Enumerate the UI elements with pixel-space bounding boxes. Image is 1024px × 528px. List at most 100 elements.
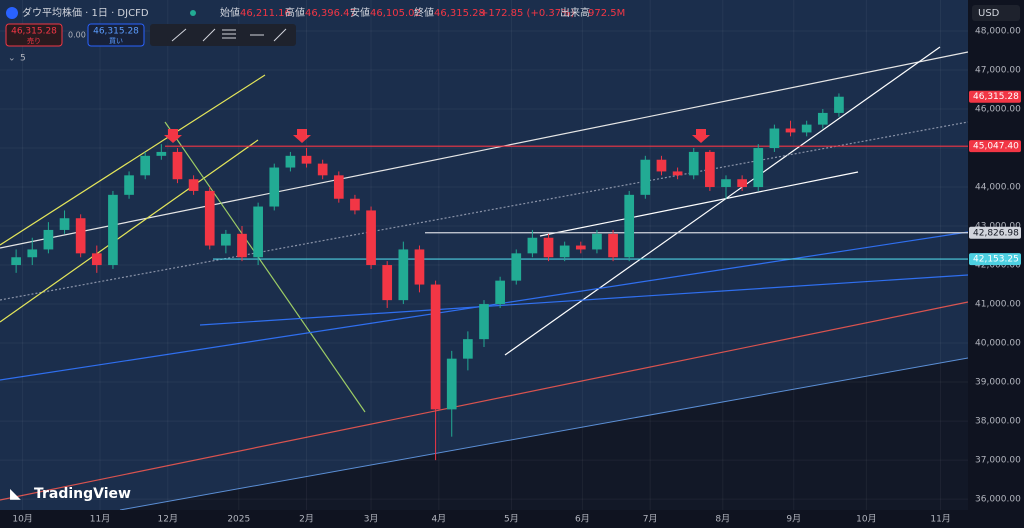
change: +172.85 (+0.37%)	[480, 8, 575, 19]
x-tick-label: 12月	[158, 514, 178, 525]
buy-price[interactable]: 46,315.28	[93, 27, 139, 37]
sell-label[interactable]: 売り	[27, 36, 41, 45]
channel-area	[0, 0, 968, 510]
candle-body	[688, 151, 699, 176]
trend-line	[504, 46, 941, 356]
trend-line	[0, 121, 969, 301]
time-axis-bg	[0, 510, 968, 528]
candle-body	[75, 218, 86, 254]
y-tick-label: 42,000.00	[975, 261, 1021, 271]
candle-body	[317, 163, 328, 176]
candle-body	[575, 245, 586, 250]
candle-body	[479, 304, 489, 340]
candle-body	[527, 237, 538, 254]
candle-body	[172, 151, 183, 180]
status-dot	[190, 10, 196, 16]
indicator-toggle[interactable]: ⌄	[8, 54, 16, 64]
y-tick-label: 38,000.00	[975, 417, 1021, 427]
candle-body	[559, 245, 570, 258]
ohlc-label: 始値	[220, 6, 240, 19]
sell-price[interactable]: 46,315.28	[11, 27, 57, 37]
y-tick-label: 44,000.00	[975, 183, 1021, 193]
candle-body	[640, 159, 651, 195]
x-tick-label: 10月	[12, 514, 32, 525]
x-tick-label: 11月	[930, 514, 950, 525]
y-tick-label: 36,000.00	[975, 495, 1021, 505]
candle-body	[430, 284, 441, 410]
trend-line	[0, 74, 266, 246]
x-tick-label: 8月	[715, 514, 730, 525]
marker-arrow	[164, 129, 182, 143]
price-label: 42,153.25	[973, 255, 1019, 265]
ohlc-value: 46,315.28	[434, 8, 485, 19]
candle-body	[446, 358, 457, 410]
candle-body	[753, 148, 764, 188]
x-tick-label: 7月	[643, 514, 658, 525]
indicator-count[interactable]: 5	[20, 54, 26, 64]
candle-body	[350, 198, 360, 211]
candle-body	[91, 253, 102, 266]
y-tick-label: 41,000.00	[975, 300, 1021, 310]
candle-body	[495, 280, 505, 305]
tool-icons	[171, 28, 287, 42]
candle-body	[769, 128, 780, 149]
trend-line	[0, 51, 969, 249]
candle-body	[333, 175, 344, 199]
price-label-bg	[969, 253, 1021, 266]
trend-line	[164, 121, 366, 413]
candle-body	[43, 229, 54, 250]
y-tick-label: 47,000.00	[975, 66, 1021, 76]
marker-arrow	[293, 129, 311, 143]
spread: 0.00	[68, 31, 86, 40]
candle-body	[656, 159, 667, 172]
candle-body	[269, 167, 280, 207]
ohlc-label: 高値	[285, 6, 305, 19]
candle-body	[204, 190, 215, 246]
trend-line	[539, 171, 859, 237]
candle-body	[705, 151, 715, 188]
currency-box	[972, 5, 1020, 21]
candle-body	[59, 218, 70, 230]
ohlc-value: 46,211.16	[240, 8, 291, 19]
volume: 972.5M	[588, 8, 625, 19]
x-tick-label: 10月	[856, 514, 876, 525]
candle-body	[721, 179, 731, 188]
y-tick-label: 37,000.00	[975, 456, 1021, 466]
buy-button[interactable]	[87, 23, 145, 47]
candle-body	[414, 249, 425, 285]
trend-line	[0, 301, 969, 501]
symbol: ダウ平均株価 · 1日 · DJCFD	[22, 6, 149, 19]
candle-body	[11, 257, 21, 266]
logo: TradingView	[34, 486, 131, 502]
candle-body	[27, 249, 38, 258]
channel-line	[119, 357, 969, 511]
price-label-bg	[969, 226, 1021, 239]
candle-body	[511, 253, 522, 281]
buy-label[interactable]: 買い	[109, 37, 123, 45]
ohlc-value: 46,396.47	[305, 8, 356, 19]
logo-mark: ◣	[10, 486, 21, 502]
x-tick-label: 3月	[364, 514, 379, 525]
drawing-toolbar[interactable]	[150, 24, 296, 46]
y-tick-label: 43,000.00	[975, 222, 1021, 232]
price-label-bg	[969, 90, 1021, 103]
y-tick-label: 40,000.00	[975, 339, 1021, 349]
ohlc-value: 46,105.02	[370, 8, 421, 19]
symbol-icon	[6, 7, 18, 19]
x-tick-label: 6月	[575, 514, 590, 525]
volume-label: 出来高	[560, 6, 590, 19]
candle-body	[285, 155, 296, 168]
sell-button[interactable]	[5, 23, 63, 47]
price-label: 45,047.40	[973, 142, 1019, 152]
candle-body	[221, 233, 231, 246]
ohlc-label: 終値	[414, 6, 434, 19]
price-label: 42,826.98	[973, 228, 1019, 238]
candle-body	[608, 233, 618, 258]
candle-body	[253, 206, 263, 258]
candle-body	[801, 124, 812, 133]
x-tick-label: 11月	[90, 514, 110, 525]
candle-body	[382, 265, 393, 301]
x-tick-label: 2月	[299, 514, 314, 525]
candle-body	[124, 175, 134, 195]
